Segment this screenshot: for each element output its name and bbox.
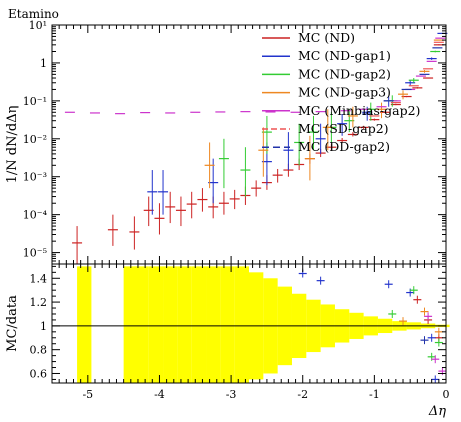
chart-title: Etamino: [8, 7, 59, 21]
series-5-points: [369, 41, 444, 117]
x-tick-label: -4: [154, 388, 165, 401]
y-tick-label: 10⁻⁵: [23, 247, 47, 260]
x-tick-label: 0: [443, 388, 450, 401]
legend-label: MC (ND-gap1): [298, 48, 391, 63]
y-tick-label: 10¹: [29, 19, 47, 32]
top-y-axis-label: 1/N dN/dΔη: [5, 106, 20, 184]
ratio-y-axis-label: MC/data: [5, 295, 20, 352]
legend: MC (ND) MC (ND-gap1) MC (ND-gap2) MC (ND-ga…: [262, 30, 420, 154]
ratio-band-bin: [206, 266, 221, 383]
x-tick-label: -3: [226, 388, 237, 401]
ratio-band-bin: [220, 266, 235, 383]
series-3-points: [204, 39, 444, 189]
ratio-tick-label: 1.2: [30, 296, 48, 309]
ratio-data-band: [77, 266, 450, 383]
ratio-tick-label: 1: [40, 320, 47, 333]
ratio-band-bin: [177, 266, 192, 383]
ratio-band-bin: [134, 266, 149, 383]
ratio-tick-label: 0.8: [30, 344, 48, 357]
ratio-band-bin: [191, 266, 207, 383]
y-tick-label: 10⁻³: [23, 171, 47, 184]
x-tick-label: -2: [297, 388, 308, 401]
top-y-axis: 10⁻⁵ 10⁻⁴ 10⁻³ 10⁻² 10⁻¹ 1 10¹: [23, 19, 446, 262]
x-axis: -5 -4 -3 -2 -1 0: [51, 25, 450, 401]
series-4-points: [64, 37, 446, 115]
legend-label: MC (SD-gap2): [298, 121, 389, 136]
y-tick-label: 10⁻²: [23, 133, 47, 146]
legend-label: MC (ND-gap2): [298, 66, 391, 81]
ratio-band-bin: [234, 266, 249, 383]
series-6-points: [362, 47, 443, 115]
legend-label: MC (ND-gap3): [298, 85, 391, 100]
x-tick-label: -5: [82, 388, 93, 401]
series-3-ratio: [399, 307, 443, 336]
ratio-band-bin: [148, 266, 164, 383]
distribution-series-marks: [64, 32, 448, 264]
ratio-y-axis: 0.6 0.8 1 1.2 1.4: [30, 265, 446, 380]
series-1-ratio: [298, 269, 440, 384]
series-6-ratio: [420, 336, 429, 345]
legend-label: MC (DD-gap2): [298, 139, 390, 154]
ratio-band-bin: [163, 266, 178, 383]
x-axis-label: Δη: [428, 404, 446, 419]
y-tick-label: 1: [40, 57, 47, 70]
x-tick-label: -1: [369, 388, 380, 401]
ratio-series-marks: [298, 269, 447, 384]
legend-label: MC (ND): [298, 30, 355, 45]
y-tick-label: 10⁻¹: [23, 95, 47, 108]
ratio-tick-label: 0.6: [30, 367, 48, 380]
ratio-band-bin: [77, 266, 92, 383]
ratio-panel-frame: [51, 263, 447, 384]
y-tick-label: 10⁻⁴: [23, 209, 48, 222]
series-0-points: [72, 44, 444, 264]
legend-label: MC (Minbias-gap2): [298, 103, 420, 118]
ratio-tick-label: 1.4: [30, 272, 48, 285]
